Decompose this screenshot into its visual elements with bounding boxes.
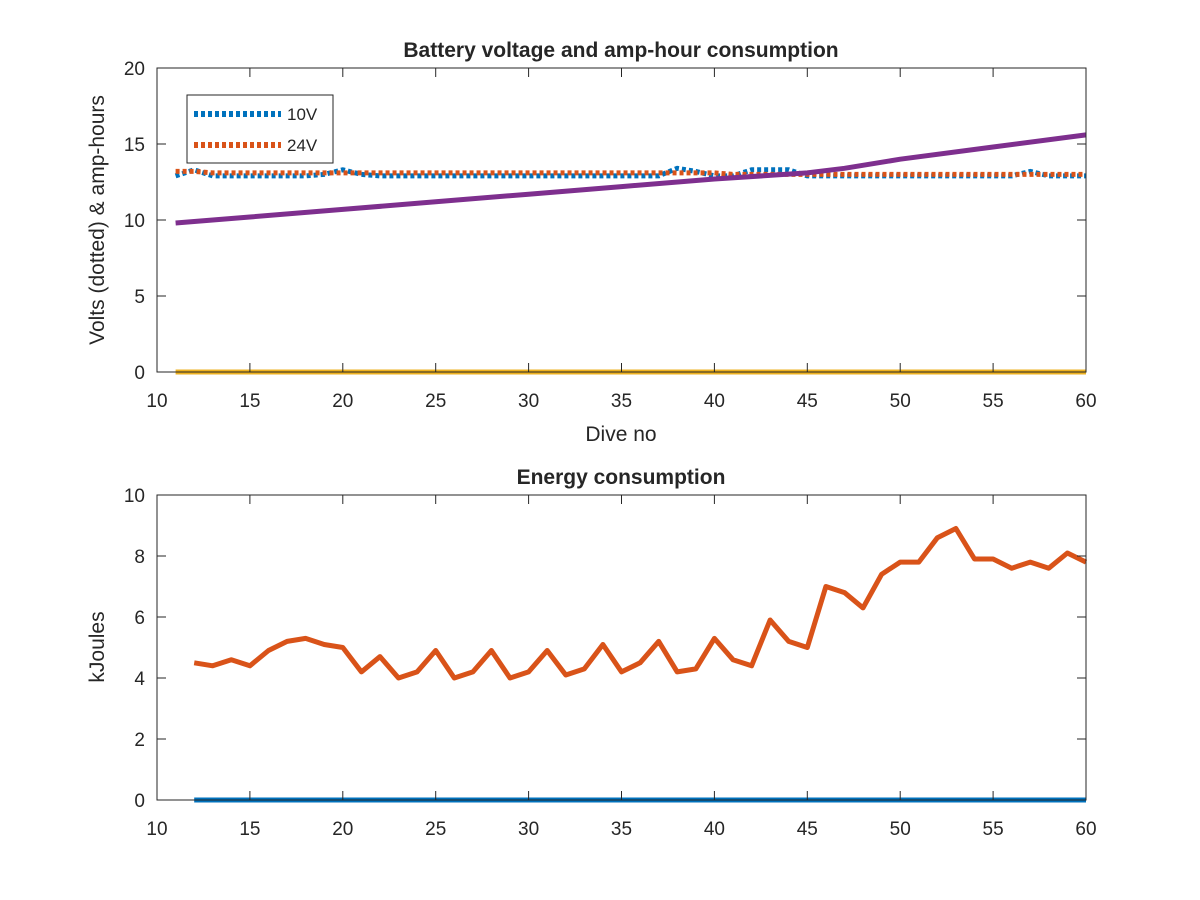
voltage-x-axis-label: Dive no: [585, 423, 656, 446]
energy-y-tick-label: 2: [134, 730, 145, 751]
voltage-chart-title: Battery voltage and amp-hour consumption: [403, 39, 838, 62]
voltage-x-tick-label: 35: [611, 391, 632, 412]
energy-y-tick-label: 8: [134, 547, 145, 568]
voltage-x-tick-label: 55: [983, 391, 1004, 412]
energy-plot-area: [157, 495, 1086, 800]
voltage-x-tick-label: 30: [518, 391, 539, 412]
voltage-y-tick-label: 5: [134, 287, 145, 308]
legend-box: [186, 94, 334, 164]
voltage-y-axis-label: Volts (dotted) & amp-hours: [86, 95, 109, 345]
energy-series-s0-line: [193, 526, 1088, 681]
energy-x-tick-label: 35: [611, 819, 632, 840]
voltage-series-24v-line: [175, 168, 1086, 177]
voltage-y-tick-label: 20: [124, 59, 145, 80]
voltage-x-tick-label: 45: [797, 391, 818, 412]
voltage-y-tick-label: 15: [124, 135, 145, 156]
energy-y-tick-label: 10: [124, 486, 145, 507]
energy-x-tick-label: 60: [1075, 819, 1096, 840]
voltage-x-tick-label: 15: [239, 391, 260, 412]
energy-y-tick-label: 4: [134, 669, 145, 690]
energy-chart: 10 15 20 25 30 35 40 45 50 55 60 0 2 4 6 8 10 Energy con…: [86, 466, 1097, 840]
energy-x-tick-label: 25: [425, 819, 446, 840]
voltage-x-tick-label: 25: [425, 391, 446, 412]
energy-x-tick-label: 30: [518, 819, 539, 840]
voltage-x-tick-label: 50: [890, 391, 911, 412]
energy-x-tick-label: 10: [146, 819, 167, 840]
energy-y-tick-label: 6: [134, 608, 145, 629]
energy-x-tick-label: 50: [890, 819, 911, 840]
energy-x-tick-label: 55: [983, 819, 1004, 840]
energy-y-axis-label: kJoules: [86, 611, 109, 682]
energy-x-tick-label: 40: [704, 819, 725, 840]
legend-label-24v: 24V: [287, 136, 318, 155]
voltage-x-tick-label: 40: [704, 391, 725, 412]
voltage-chart: 10 15 20 25 30 35 40 45 50 55 60 0 5 10 15 20 Battery v…: [86, 39, 1097, 446]
energy-x-tick-label: 20: [332, 819, 353, 840]
voltage-x-tick-label: 20: [332, 391, 353, 412]
energy-x-tick-label: 15: [239, 819, 260, 840]
voltage-y-tick-label: 0: [134, 363, 145, 384]
energy-chart-title: Energy consumption: [517, 466, 726, 489]
energy-x-tick-label: 45: [797, 819, 818, 840]
voltage-y-tick-label: 10: [124, 211, 145, 232]
legend-label-10v: 10V: [287, 105, 318, 124]
voltage-series-s2-line: [175, 132, 1087, 226]
voltage-legend[interactable]: 10V 24V: [186, 94, 334, 164]
voltage-x-tick-label: 10: [146, 391, 167, 412]
voltage-x-tick-label: 60: [1075, 391, 1096, 412]
energy-y-tick-label: 0: [134, 791, 145, 812]
